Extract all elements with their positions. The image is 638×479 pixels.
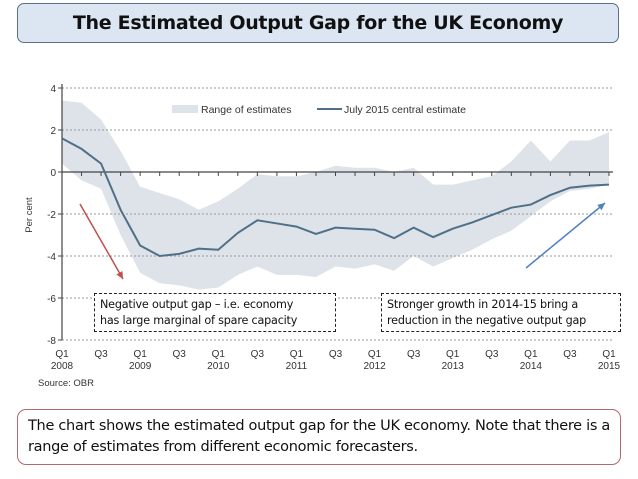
y-tick-label: -4 xyxy=(47,252,56,263)
red-arrow-icon-shaft xyxy=(79,203,124,280)
x-tick-label-year: 2008 xyxy=(51,361,74,372)
x-tick-label: Q3 xyxy=(94,349,108,360)
range-of-estimates-band xyxy=(62,100,609,290)
y-axis-label: Per cent xyxy=(24,197,35,233)
legend-swatch-range xyxy=(172,105,198,113)
x-tick-label-year: 2012 xyxy=(363,361,386,372)
x-tick-label-year: 2014 xyxy=(520,361,543,372)
x-tick-label: Q3 xyxy=(329,349,343,360)
x-tick-label-year: 2013 xyxy=(442,361,465,372)
slide-title: The Estimated Output Gap for the UK Econ… xyxy=(72,12,564,34)
x-tick-label-year: 2015 xyxy=(598,361,621,372)
x-tick-label: Q1 xyxy=(368,349,382,360)
source-label: Source: OBR xyxy=(38,378,94,389)
x-tick-label-year: 2010 xyxy=(207,361,230,372)
blue-arrow-icon-shaft xyxy=(525,202,606,269)
annotation-line: Stronger growth in 2014-15 bring a xyxy=(387,298,579,311)
x-tick-label: Q1 xyxy=(524,349,538,360)
title-box: The Estimated Output Gap for the UK Econ… xyxy=(17,3,619,43)
red-arrow-icon-head xyxy=(116,271,123,279)
x-tick-label: Q3 xyxy=(563,349,577,360)
x-tick-label: Q1 xyxy=(446,349,460,360)
x-tick-label: Q3 xyxy=(173,349,187,360)
annotation-line: reduction in the negative output gap xyxy=(387,314,587,327)
legend-label-range: Range of estimates xyxy=(201,104,291,116)
y-tick-label: -8 xyxy=(47,336,56,347)
x-tick-label: Q1 xyxy=(290,349,304,360)
note-text: The chart shows the estimated output gap… xyxy=(28,418,610,455)
x-tick-label: Q1 xyxy=(55,349,69,360)
y-tick-label: 4 xyxy=(50,84,56,95)
x-tick-label: Q1 xyxy=(133,349,147,360)
annotation-stronger-growth: Stronger growth in 2014-15 bring a reduc… xyxy=(381,293,621,332)
x-tick-label-year: 2011 xyxy=(286,361,308,372)
annotation-negative-gap: Negative output gap – i.e. economy has l… xyxy=(94,293,336,332)
blue-arrow-icon-head xyxy=(597,203,605,211)
x-tick-label-year: 2009 xyxy=(129,361,152,372)
y-tick-label: -6 xyxy=(47,294,56,305)
legend-label-central: July 2015 central estimate xyxy=(344,104,466,116)
annotation-line: Negative output gap – i.e. economy xyxy=(100,298,294,311)
x-tick-label: Q3 xyxy=(407,349,421,360)
central-estimate-line xyxy=(61,137,610,258)
annotation-line: has large marginal of spare capacity xyxy=(100,314,298,327)
y-tick-label: 2 xyxy=(50,126,56,137)
x-tick-label: Q3 xyxy=(251,349,265,360)
y-tick-label: -2 xyxy=(47,210,56,221)
y-tick-label: 0 xyxy=(50,168,56,179)
x-tick-label: Q1 xyxy=(212,349,226,360)
note-box: The chart shows the estimated output gap… xyxy=(17,409,621,465)
x-tick-label: Q1 xyxy=(602,349,616,360)
x-tick-label: Q3 xyxy=(485,349,499,360)
